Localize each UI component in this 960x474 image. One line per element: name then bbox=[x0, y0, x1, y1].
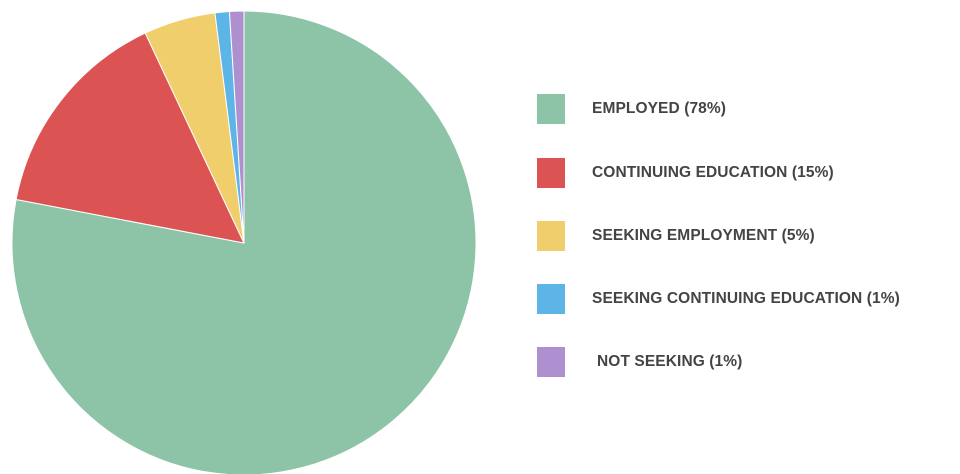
legend-label-employed: EMPLOYED (78%) bbox=[592, 100, 727, 117]
legend-item-seeking-employment: SEEKING EMPLOYMENT (5%) bbox=[537, 221, 815, 251]
legend-label-seeking-continuing-education: SEEKING CONTINUING EDUCATION (1%) bbox=[592, 290, 900, 307]
legend-item-seeking-continuing-education: SEEKING CONTINUING EDUCATION (1%) bbox=[537, 284, 900, 314]
legend-label-seeking-employment: SEEKING EMPLOYMENT (5%) bbox=[592, 227, 815, 244]
legend-swatch-seeking-employment bbox=[537, 221, 565, 251]
legend-item-not-seeking: NOT SEEKING (1%) bbox=[537, 347, 742, 377]
legend-label-not-seeking: NOT SEEKING (1%) bbox=[597, 353, 743, 370]
legend-swatch-continuing-education bbox=[537, 158, 565, 188]
legend-item-employed: EMPLOYED (78%) bbox=[537, 94, 726, 124]
legend-swatch-not-seeking bbox=[537, 347, 565, 377]
legend-swatch-seeking-continuing-education bbox=[537, 284, 565, 314]
pie-plot-area bbox=[11, 10, 477, 474]
legend-swatch-employed bbox=[537, 94, 565, 124]
legend: EMPLOYED (78%) CONTINUING EDUCATION (15%… bbox=[537, 0, 957, 474]
legend-item-continuing-education: CONTINUING EDUCATION (15%) bbox=[537, 158, 834, 188]
slice-not-seeking bbox=[228, 10, 245, 244]
slice-continuing-education bbox=[15, 32, 245, 244]
legend-label-continuing-education: CONTINUING EDUCATION (15%) bbox=[592, 164, 834, 181]
